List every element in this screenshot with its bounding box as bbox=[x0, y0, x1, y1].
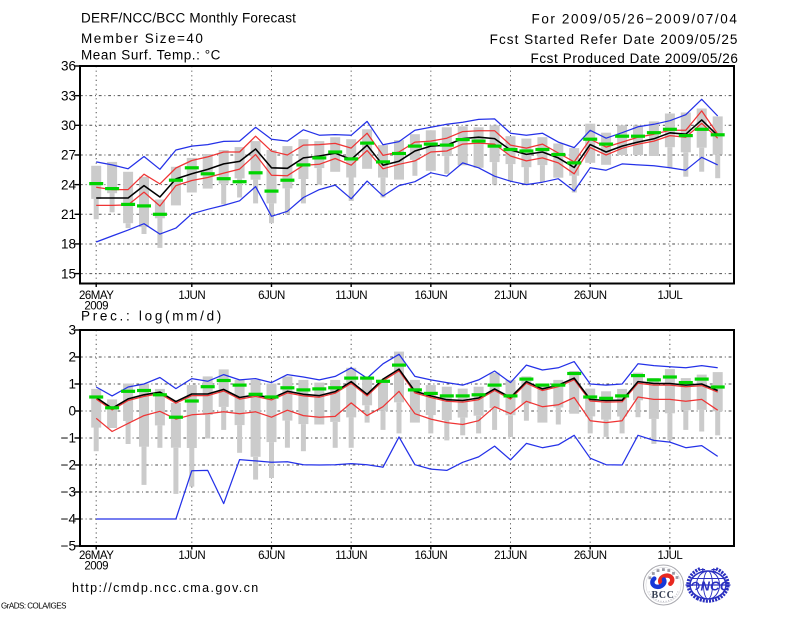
svg-text:Prec.: log(mm/d): Prec.: log(mm/d) bbox=[81, 309, 224, 324]
svg-text:26JUN: 26JUN bbox=[574, 290, 607, 302]
svg-text:2009: 2009 bbox=[84, 561, 108, 573]
svg-text:1JUL: 1JUL bbox=[657, 550, 683, 562]
svg-text:1JUN: 1JUN bbox=[178, 290, 205, 302]
svg-text:−1: −1 bbox=[61, 431, 76, 446]
svg-text:11JUN: 11JUN bbox=[335, 290, 367, 302]
svg-text:36: 36 bbox=[61, 59, 76, 74]
svg-text:16JUN: 16JUN bbox=[414, 550, 447, 562]
svg-text:21JUN: 21JUN bbox=[494, 290, 527, 302]
svg-text:GrADS: COLA/IGES: GrADS: COLA/IGES bbox=[1, 602, 66, 611]
svg-text:26MAY: 26MAY bbox=[79, 550, 114, 562]
svg-text:18: 18 bbox=[61, 237, 76, 252]
svg-text:For 2009/05/26−2009/07/04: For 2009/05/26−2009/07/04 bbox=[531, 12, 738, 27]
svg-text:1JUN: 1JUN bbox=[178, 550, 205, 562]
svg-text:3: 3 bbox=[68, 323, 76, 338]
svg-text:16JUN: 16JUN bbox=[414, 290, 447, 302]
svg-text:BCC: BCC bbox=[652, 590, 675, 601]
svg-text:11JUN: 11JUN bbox=[335, 550, 367, 562]
svg-text:26JUN: 26JUN bbox=[574, 550, 607, 562]
svg-text:Fcst Produced Date 2009/05/26: Fcst Produced Date 2009/05/26 bbox=[530, 51, 738, 66]
svg-text:Member Size=40: Member Size=40 bbox=[81, 31, 204, 46]
svg-text:−3: −3 bbox=[61, 485, 76, 500]
svg-text:0: 0 bbox=[68, 404, 76, 419]
svg-text:27: 27 bbox=[61, 148, 76, 163]
svg-text:30: 30 bbox=[61, 118, 76, 133]
svg-text:26MAY: 26MAY bbox=[79, 290, 114, 302]
svg-text:Fcst Started Refer Date 2009/0: Fcst Started Refer Date 2009/05/25 bbox=[490, 32, 739, 47]
svg-text:−4: −4 bbox=[61, 512, 77, 527]
svg-text:Mean Surf. Temp.: °C: Mean Surf. Temp.: °C bbox=[81, 48, 221, 63]
svg-text:1: 1 bbox=[68, 377, 76, 392]
svg-text:21JUN: 21JUN bbox=[494, 550, 527, 562]
svg-text:2009: 2009 bbox=[84, 301, 108, 313]
svg-text:6JUN: 6JUN bbox=[258, 550, 285, 562]
svg-text:15: 15 bbox=[61, 266, 76, 281]
svg-text:21: 21 bbox=[61, 207, 76, 222]
svg-text:−2: −2 bbox=[61, 458, 76, 473]
svg-text:24: 24 bbox=[61, 177, 77, 192]
svg-text:http://cmdp.ncc.cma.gov.cn: http://cmdp.ncc.cma.gov.cn bbox=[72, 581, 260, 595]
svg-text:1JUL: 1JUL bbox=[657, 290, 683, 302]
svg-text:DERF/NCC/BCC Monthly Forecast: DERF/NCC/BCC Monthly Forecast bbox=[81, 11, 296, 26]
svg-text:NCC: NCC bbox=[700, 579, 729, 594]
svg-text:6JUN: 6JUN bbox=[258, 290, 285, 302]
svg-text:−5: −5 bbox=[61, 539, 76, 554]
svg-text:33: 33 bbox=[61, 88, 76, 103]
svg-text:2: 2 bbox=[68, 350, 76, 365]
